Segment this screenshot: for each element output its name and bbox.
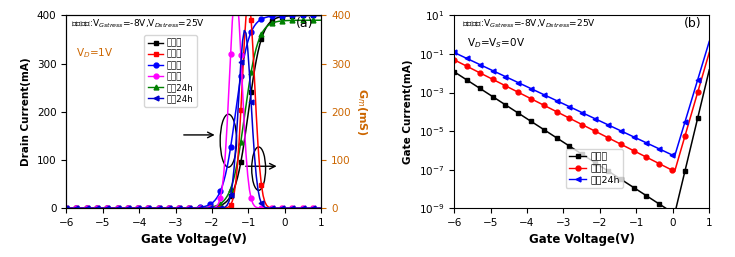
X-axis label: Gate Voltage(V): Gate Voltage(V) xyxy=(528,233,634,246)
Text: 应力条件:V$_{Gstress}$=-8V,V$_{Dstress}$=25V: 应力条件:V$_{Gstress}$=-8V,V$_{Dstress}$=25V xyxy=(462,17,596,30)
Y-axis label: Gate Current(mA): Gate Current(mA) xyxy=(404,60,413,164)
X-axis label: Gate Voltage(V): Gate Voltage(V) xyxy=(141,233,247,246)
Text: (a): (a) xyxy=(296,17,314,30)
Text: (b): (b) xyxy=(684,17,702,30)
Text: 应力条件:V$_{Gstress}$=-8V,V$_{Dstress}$=25V: 应力条件:V$_{Gstress}$=-8V,V$_{Dstress}$=25V xyxy=(71,17,205,30)
Legend: 应力前, 应力前, 应力后, 应力后, 静置24h, 静置24h: 应力前, 应力前, 应力后, 应力后, 静置24h, 静置24h xyxy=(145,35,197,107)
Y-axis label: Drain Current(mA): Drain Current(mA) xyxy=(21,58,32,166)
Text: V$_D$=1V: V$_D$=1V xyxy=(76,46,114,60)
Text: V$_D$=V$_S$=0V: V$_D$=V$_S$=0V xyxy=(467,36,525,50)
Legend: 应力前, 应力后, 静置24h: 应力前, 应力后, 静置24h xyxy=(565,149,623,188)
Y-axis label: G$_m$(mS): G$_m$(mS) xyxy=(355,88,369,136)
